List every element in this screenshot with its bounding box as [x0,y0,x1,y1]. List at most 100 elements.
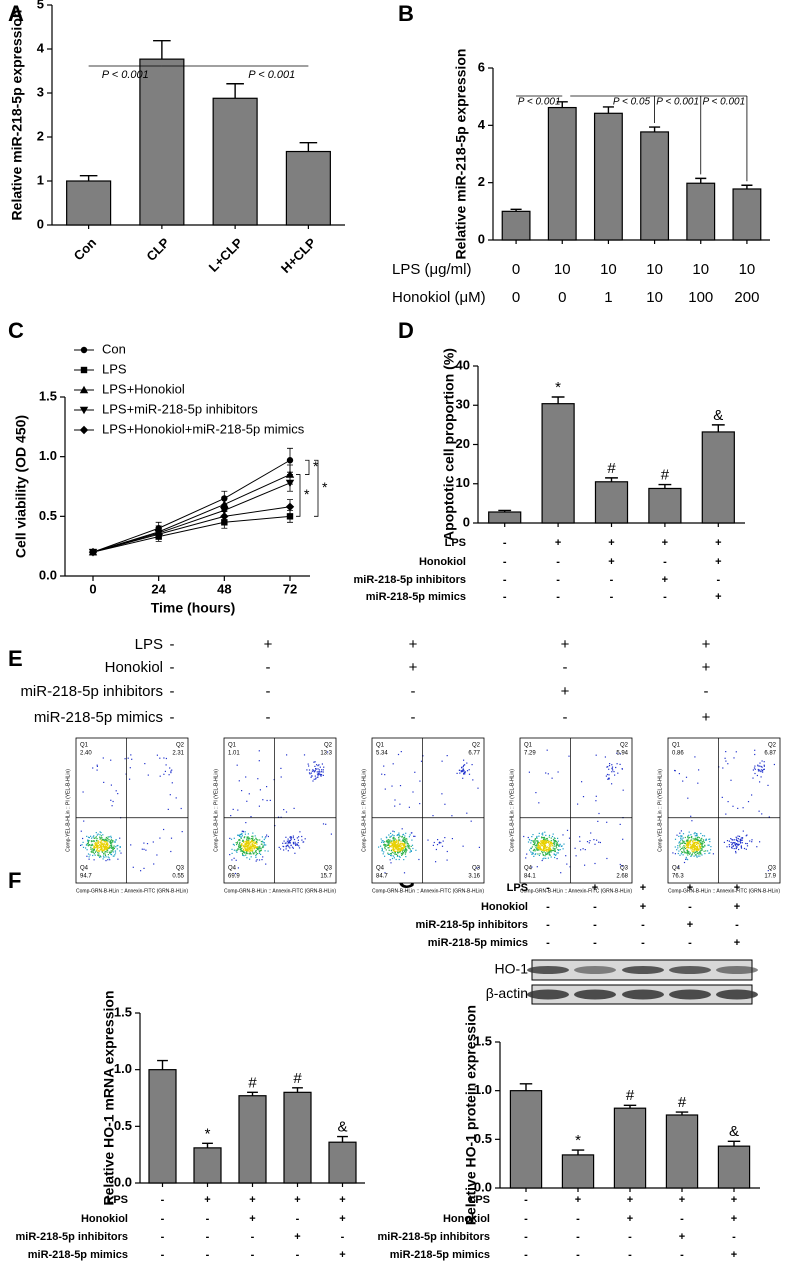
event-dot [398,845,400,848]
event-dot [92,836,94,838]
event-dot [100,839,102,841]
event-dot [234,872,237,875]
event-dot [608,778,610,780]
event-dot [170,837,173,839]
event-dot [238,834,240,836]
event-dot [754,753,756,756]
event-dot [383,765,385,767]
event-dot [563,843,565,845]
event-dot [385,844,387,846]
event-dot [760,776,762,778]
event-dot [319,766,321,768]
condition-value: 10 [692,261,709,278]
event-dot [103,781,105,783]
event-dot [380,838,382,840]
y-tick-label: 0.5 [114,1118,132,1133]
event-dot [384,774,386,776]
event-dot [405,847,407,849]
event-dot [92,844,94,846]
event-dot [283,846,285,848]
bar [285,150,331,226]
event-dot [264,837,266,839]
event-dot [259,789,261,791]
event-dot [86,849,88,851]
y-tick-label: 5 [37,0,44,11]
event-dot [82,841,84,843]
event-dot [93,853,95,855]
marker [154,530,163,539]
event-dot [559,849,561,851]
event-dot [397,753,400,756]
event-dot [249,847,251,849]
event-dot [171,782,173,784]
event-dot [685,776,688,778]
event-dot [285,848,287,850]
event-dot [255,853,257,855]
event-dot [235,849,237,851]
event-dot [538,835,540,837]
quadrant-name: Q4 [524,866,533,872]
quadrant-value: 6.87 [764,751,776,757]
event-dot [468,773,471,775]
event-dot [408,806,410,808]
event-dot [553,838,555,841]
event-dot [741,837,744,839]
event-dot [697,836,699,838]
condition-value: - [170,659,175,676]
event-dot [400,751,402,753]
event-dot [703,840,705,842]
marker [286,513,294,520]
event-dot [251,835,253,837]
event-dot [688,841,690,843]
condition-value: - [266,659,271,676]
event-dot [672,852,674,854]
event-dot [543,849,545,851]
event-dot [288,846,290,848]
event-dot [403,842,405,844]
event-dot [556,847,558,849]
event-dot [541,842,543,844]
event-dot [107,856,109,858]
event-dot [110,854,113,856]
event-dot [129,767,131,769]
event-dot [399,835,401,837]
event-dot [401,852,403,854]
event-dot [98,850,101,852]
event-dot [740,841,742,843]
event-dot [758,769,760,771]
event-dot [256,848,259,851]
quadrant-name: Q2 [324,743,333,749]
event-dot [303,754,306,756]
y-tick-label: 1.0 [39,448,57,463]
event-dot [243,848,245,850]
event-dot [541,833,543,835]
event-dot [398,836,400,838]
event-dot [546,837,548,840]
event-dot [730,841,732,844]
event-dot [749,840,751,842]
event-dot [303,841,305,843]
event-dot [105,839,108,841]
event-dot [111,841,113,843]
event-dot [554,842,556,844]
event-dot [115,846,117,848]
event-dot [231,852,233,854]
event-dot [391,857,394,860]
event-dot [389,836,392,838]
blot-band [574,966,616,974]
event-dot [113,847,115,850]
condition-value: - [680,1213,684,1225]
event-dot [441,793,443,795]
event-dot [559,844,561,846]
event-dot [536,866,538,868]
event-dot [241,830,243,832]
event-dot [697,843,700,845]
event-dot [544,846,546,848]
event-dot [240,848,242,850]
event-dot [530,847,532,849]
event-dot [87,839,89,842]
event-dot [757,768,759,771]
blot-band [527,989,569,1000]
event-dot [541,842,544,844]
event-dot [547,852,549,854]
